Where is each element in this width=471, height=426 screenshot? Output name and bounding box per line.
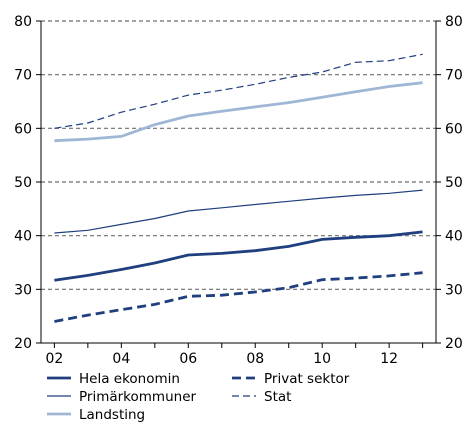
y-tick-label-right: 80 <box>445 14 463 30</box>
legend-label: Privat sektor <box>264 371 350 387</box>
y-tick-label-left: 70 <box>14 68 32 84</box>
y-tick-label-left: 20 <box>14 336 32 352</box>
series-line-stat <box>54 53 423 129</box>
legend: Hela ekonomin Primärkommuner Landsting Priv… <box>47 371 350 423</box>
y-tick-label-right: 30 <box>445 282 463 298</box>
y-tick-label-left: 80 <box>14 14 32 30</box>
gridlines <box>41 20 436 290</box>
series-lines <box>54 53 423 323</box>
y-tick-label-right: 40 <box>445 229 463 245</box>
series-line-prim-rkommuner <box>54 189 423 234</box>
axes <box>36 20 441 348</box>
y-tick-label-right: 20 <box>445 336 463 352</box>
series-line-landsting <box>54 81 423 143</box>
x-tick-label: 08 <box>246 351 264 367</box>
y-tick-label-right: 60 <box>445 121 463 137</box>
tick-labels: 20 20 30 30 40 40 50 50 60 60 70 70 80 80 02 04 06 08 10 12 <box>14 14 463 367</box>
y-tick-label-right: 70 <box>445 68 463 84</box>
x-tick-label: 02 <box>45 351 63 367</box>
y-tick-label-left: 50 <box>14 175 32 191</box>
x-tick-label: 12 <box>380 351 398 367</box>
y-tick-label-left: 60 <box>14 121 32 137</box>
legend-label: Landsting <box>79 407 145 423</box>
legend-label: Primärkommuner <box>79 389 196 405</box>
series-line-hela-ekonomin <box>54 230 423 282</box>
legend-label: Hela ekonomin <box>79 371 180 387</box>
x-tick-label: 04 <box>112 351 130 367</box>
x-tick-label: 06 <box>179 351 197 367</box>
y-tick-label-right: 50 <box>445 175 463 191</box>
series-line-privat-sektor <box>54 271 423 323</box>
legend-label: Stat <box>264 389 291 405</box>
y-tick-label-left: 40 <box>14 229 32 245</box>
y-tick-label-left: 30 <box>14 282 32 298</box>
x-tick-label: 10 <box>313 351 331 367</box>
